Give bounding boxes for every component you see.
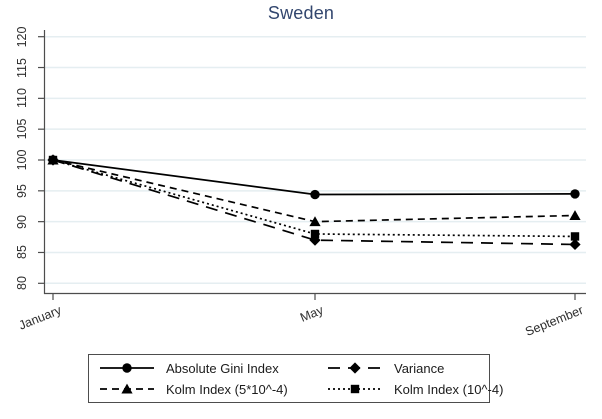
legend-marker-triangle: [121, 383, 133, 394]
legend-marker-square: [350, 384, 360, 394]
y-tick-label: 115: [15, 57, 29, 78]
series-line-3: [52, 159, 576, 238]
y-tick-label: 110: [15, 88, 29, 109]
x-tick-label: May: [298, 303, 326, 325]
legend-marker-circle: [122, 363, 132, 373]
legend-label-absolute-gini: Absolute Gini Index: [166, 360, 279, 376]
y-tick-label: 105: [15, 118, 29, 140]
legend-marker-diamond: [349, 362, 361, 374]
marker-diamond: [569, 238, 581, 251]
legend: Absolute Gini Index Variance Kolm Index …: [88, 354, 503, 403]
x-tick-label: September: [523, 303, 586, 339]
marker-triangle: [569, 210, 581, 220]
legend-item-variance: Variance: [326, 358, 503, 379]
legend-sample-absolute-gini: [98, 357, 156, 379]
legend-sample-kolm-5e-4: [98, 378, 156, 400]
marker-square: [310, 229, 320, 239]
chart-title: Sweden: [267, 3, 335, 23]
legend-label-variance: Variance: [394, 360, 445, 376]
plot-area: [38, 30, 586, 300]
legend-sample-kolm-1e-4: [326, 378, 384, 400]
x-tick-label: January: [16, 303, 64, 333]
y-tick-label: 80: [15, 276, 29, 291]
y-tick-label: 95: [15, 183, 29, 198]
series-line-1: [52, 159, 576, 246]
legend-item-kolm-5e-4: Kolm Index (5*10^-4): [98, 379, 326, 400]
marker-square: [48, 155, 58, 165]
marker-triangle: [309, 216, 321, 227]
legend-item-kolm-1e-4: Kolm Index (10^-4): [326, 379, 503, 400]
marker-square: [570, 232, 580, 241]
legend-item-absolute-gini: Absolute Gini Index: [98, 358, 326, 379]
series-line-0: [52, 159, 576, 196]
y-tick-label: 120: [15, 26, 29, 48]
legend-sample-variance: [326, 357, 384, 379]
series-3: [48, 155, 580, 241]
legend-label-kolm-1e-4: Kolm Index (10^-4): [394, 381, 504, 397]
y-tick-label: 100: [15, 149, 29, 171]
legend-label-kolm-5e-4: Kolm Index (5*10^-4): [166, 381, 288, 397]
y-tick-label: 90: [15, 214, 29, 229]
marker-circle: [310, 189, 320, 200]
marker-circle: [570, 189, 580, 199]
y-tick-label: 85: [15, 245, 29, 260]
plot-canvas: [38, 30, 586, 300]
